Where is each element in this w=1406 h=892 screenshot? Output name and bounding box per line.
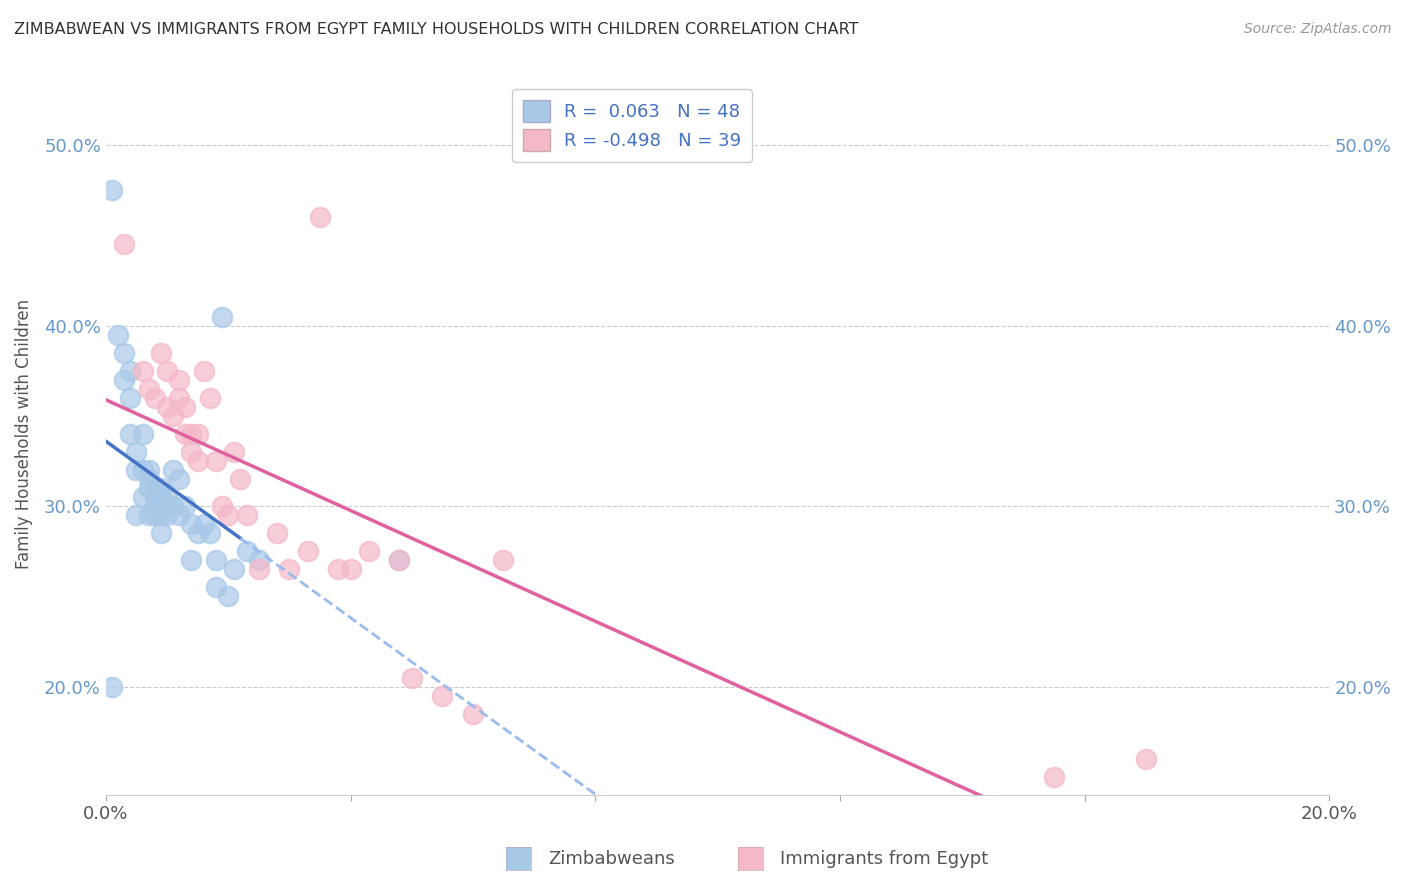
Point bbox=[120, 391, 142, 405]
Point bbox=[235, 544, 257, 558]
Point bbox=[198, 526, 221, 541]
Point bbox=[143, 490, 166, 504]
Point bbox=[224, 562, 246, 576]
Y-axis label: Family Households with Children: Family Households with Children bbox=[15, 299, 32, 569]
Point bbox=[492, 553, 515, 567]
Point bbox=[357, 544, 380, 558]
Point bbox=[138, 463, 160, 477]
Point bbox=[432, 689, 454, 703]
Point bbox=[187, 454, 209, 468]
Point bbox=[162, 463, 184, 477]
Point bbox=[388, 553, 411, 567]
Point bbox=[156, 400, 179, 414]
Point bbox=[278, 562, 301, 576]
Point bbox=[205, 581, 228, 595]
Point bbox=[180, 553, 202, 567]
Point bbox=[205, 553, 228, 567]
Point bbox=[328, 562, 350, 576]
Point bbox=[112, 237, 135, 252]
Point bbox=[125, 445, 148, 459]
Point bbox=[101, 183, 124, 197]
Point bbox=[131, 463, 153, 477]
Point bbox=[112, 373, 135, 387]
Legend: R =  0.063   N = 48, R = -0.498   N = 39: R = 0.063 N = 48, R = -0.498 N = 39 bbox=[512, 89, 752, 162]
Point bbox=[167, 472, 190, 486]
Point bbox=[149, 481, 172, 495]
Point bbox=[174, 500, 197, 514]
Point bbox=[143, 500, 166, 514]
Point bbox=[143, 391, 166, 405]
Point bbox=[131, 490, 153, 504]
Point bbox=[167, 373, 190, 387]
Point bbox=[156, 364, 179, 378]
Point bbox=[138, 508, 160, 523]
Point bbox=[125, 463, 148, 477]
Point bbox=[174, 427, 197, 442]
Point bbox=[217, 590, 239, 604]
Point bbox=[101, 680, 124, 694]
Point bbox=[247, 553, 270, 567]
Point bbox=[138, 481, 160, 495]
Point bbox=[149, 508, 172, 523]
Point bbox=[224, 445, 246, 459]
Point bbox=[156, 490, 179, 504]
Text: Source: ZipAtlas.com: Source: ZipAtlas.com bbox=[1244, 22, 1392, 37]
Point bbox=[339, 562, 361, 576]
Point bbox=[193, 364, 215, 378]
Point bbox=[138, 382, 160, 396]
Text: Immigrants from Egypt: Immigrants from Egypt bbox=[780, 850, 988, 868]
Point bbox=[297, 544, 319, 558]
Point bbox=[388, 553, 411, 567]
Point bbox=[180, 427, 202, 442]
Point bbox=[187, 526, 209, 541]
Point bbox=[401, 671, 423, 685]
Point bbox=[143, 508, 166, 523]
Point bbox=[461, 706, 484, 721]
Point bbox=[125, 508, 148, 523]
Point bbox=[198, 391, 221, 405]
Point bbox=[149, 346, 172, 360]
Point bbox=[309, 211, 332, 225]
Point bbox=[174, 400, 197, 414]
Point bbox=[131, 427, 153, 442]
Point bbox=[149, 526, 172, 541]
Point bbox=[143, 481, 166, 495]
Point bbox=[156, 500, 179, 514]
Point bbox=[156, 508, 179, 523]
Point bbox=[247, 562, 270, 576]
Point bbox=[162, 500, 184, 514]
Point bbox=[167, 391, 190, 405]
Point bbox=[211, 500, 233, 514]
Point bbox=[193, 517, 215, 532]
Text: ZIMBABWEAN VS IMMIGRANTS FROM EGYPT FAMILY HOUSEHOLDS WITH CHILDREN CORRELATION : ZIMBABWEAN VS IMMIGRANTS FROM EGYPT FAMI… bbox=[14, 22, 859, 37]
Point bbox=[1135, 752, 1157, 766]
Point bbox=[107, 327, 129, 342]
Point bbox=[112, 346, 135, 360]
Point bbox=[120, 364, 142, 378]
Point bbox=[180, 517, 202, 532]
Point bbox=[149, 500, 172, 514]
Point bbox=[235, 508, 257, 523]
Point bbox=[149, 490, 172, 504]
Point bbox=[211, 310, 233, 324]
Point bbox=[180, 445, 202, 459]
Point bbox=[131, 364, 153, 378]
Point bbox=[162, 409, 184, 423]
Point bbox=[217, 508, 239, 523]
Point bbox=[187, 427, 209, 442]
Point bbox=[205, 454, 228, 468]
Point bbox=[1043, 770, 1066, 784]
Point bbox=[120, 427, 142, 442]
Point bbox=[266, 526, 288, 541]
Point bbox=[167, 508, 190, 523]
Point bbox=[229, 472, 252, 486]
Text: Zimbabweans: Zimbabweans bbox=[548, 850, 675, 868]
Point bbox=[138, 472, 160, 486]
